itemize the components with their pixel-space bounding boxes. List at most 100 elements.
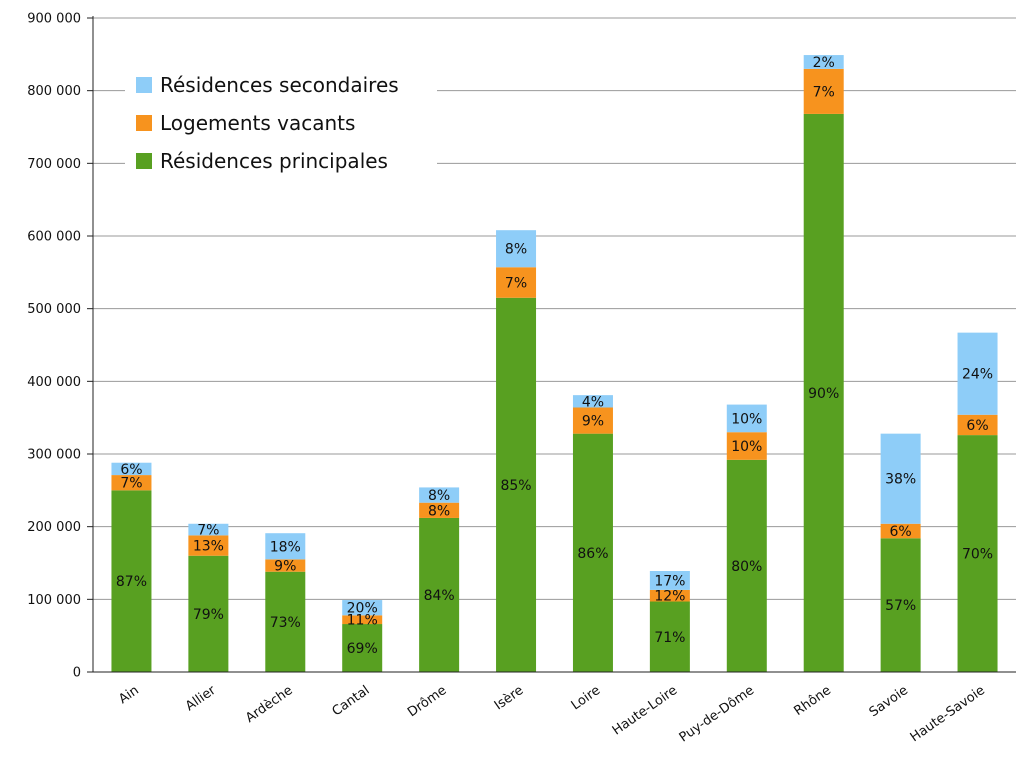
x-category-label: Ain (116, 683, 142, 707)
legend-swatch (136, 115, 152, 131)
bar-segment (649, 570, 690, 590)
data-labels: 87%7%6%79%13%7%73%9%18%69%11%20%84%8%8%8… (116, 55, 993, 657)
y-tick-label: 300 000 (27, 448, 81, 463)
bar-segment (342, 600, 383, 616)
x-category-label: Puy-de-Dôme (677, 683, 757, 746)
bar-value-label: 10% (731, 439, 762, 455)
bar-segment (726, 459, 767, 672)
x-category-label: Drôme (405, 683, 449, 720)
bar-segment (265, 571, 306, 672)
bar-value-label: 11% (347, 613, 378, 629)
bar-value-label: 85% (500, 478, 531, 494)
bar-value-label: 70% (962, 547, 993, 563)
x-category-label: Haute-Savoie (908, 683, 988, 745)
bar-value-label: 2% (813, 55, 835, 71)
bar-segment (957, 435, 998, 672)
bar-segment (957, 414, 998, 436)
legend-label: Résidences secondaires (160, 73, 399, 97)
bar-value-label: 24% (962, 367, 993, 383)
bar-segment (572, 433, 613, 672)
bar-value-label: 86% (577, 546, 608, 562)
bar-segment (726, 404, 767, 433)
y-tick-label: 600 000 (27, 230, 81, 245)
x-category-label: Haute-Loire (610, 683, 680, 739)
legend-box (125, 68, 437, 186)
bar-segment (496, 297, 537, 672)
x-category-label: Savoie (867, 683, 911, 720)
bar-value-label: 8% (428, 503, 450, 519)
bar-value-label: 71% (654, 630, 685, 646)
x-category-label: Ardèche (243, 683, 296, 726)
legend-swatch (136, 153, 152, 169)
bar-value-label: 4% (582, 394, 604, 410)
bar-segment (803, 113, 844, 673)
legend: Résidences secondaires Logements vacants R… (125, 68, 437, 186)
bar-segment (803, 55, 844, 69)
bar-segment (880, 523, 921, 539)
bar-segment (111, 475, 152, 491)
bar-segment (726, 432, 767, 460)
bars (111, 55, 998, 673)
bar-value-label: 8% (428, 488, 450, 504)
bar-value-label: 57% (885, 598, 916, 614)
bar-segment (265, 559, 306, 572)
y-tick-label: 800 000 (27, 84, 81, 99)
bar-segment (572, 395, 613, 408)
bar-value-label: 8% (505, 242, 527, 258)
bar-value-label: 7% (813, 84, 835, 100)
bar-value-label: 6% (966, 418, 988, 434)
x-category-label: Rhône (791, 683, 834, 719)
bar-value-label: 84% (424, 588, 455, 604)
y-tick-label: 500 000 (27, 302, 81, 317)
bar-value-label: 18% (270, 539, 301, 555)
bar-value-label: 7% (120, 476, 142, 492)
bar-segment (649, 589, 690, 602)
bar-segment (419, 502, 460, 518)
bar-segment (419, 517, 460, 672)
bar-value-label: 38% (885, 472, 916, 488)
bar-segment (419, 487, 460, 503)
bar-segment (880, 433, 921, 524)
bar-value-label: 13% (193, 539, 224, 555)
y-tick-label: 700 000 (27, 157, 81, 172)
bar-value-label: 69% (347, 641, 378, 657)
bar-value-label: 7% (197, 523, 219, 539)
bar-segment (496, 230, 537, 268)
bar-segment (188, 523, 229, 536)
y-tick-label: 900 000 (27, 12, 81, 27)
bar-value-label: 10% (731, 411, 762, 427)
y-tick-label: 200 000 (27, 520, 81, 535)
bar-value-label: 6% (890, 524, 912, 540)
y-tick-label: 400 000 (27, 375, 81, 390)
bar-value-label: 17% (654, 573, 685, 589)
bar-segment (342, 624, 383, 672)
bar-segment (188, 535, 229, 556)
bar-value-label: 6% (120, 462, 142, 478)
bar-segment (649, 601, 690, 672)
bar-value-label: 87% (116, 574, 147, 590)
y-tick-label: 100 000 (27, 593, 81, 608)
bar-segment (496, 267, 537, 298)
x-category-label: Allier (183, 683, 219, 715)
bar-value-label: 80% (731, 559, 762, 575)
bar-value-label: 12% (654, 589, 685, 605)
bar-value-label: 79% (193, 607, 224, 623)
bar-value-label: 9% (274, 559, 296, 575)
bar-segment (265, 533, 306, 560)
legend-label: Résidences principales (160, 149, 388, 173)
bar-segment (572, 407, 613, 434)
bar-segment (880, 538, 921, 672)
bar-value-label: 73% (270, 615, 301, 631)
bar-segment (111, 490, 152, 672)
bar-segment (342, 615, 383, 625)
legend-swatch (136, 77, 152, 93)
x-category-label: Isère (492, 683, 527, 713)
bar-segment (188, 555, 229, 672)
bar-value-label: 90% (808, 386, 839, 402)
y-tick-label: 0 (73, 666, 81, 681)
bar-segment (957, 332, 998, 415)
x-category-label: Loire (569, 683, 604, 713)
bar-value-label: 7% (505, 276, 527, 292)
